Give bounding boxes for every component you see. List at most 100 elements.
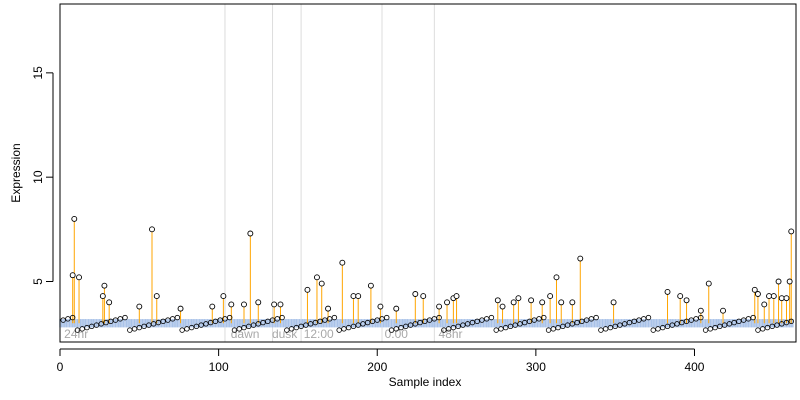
baseline-point <box>488 314 495 321</box>
region-label: 48hr <box>439 327 463 341</box>
baseline-point <box>526 318 533 325</box>
baseline-point <box>207 319 214 326</box>
peak-point <box>677 293 684 300</box>
baseline-point <box>626 319 633 326</box>
baseline-point <box>117 316 123 322</box>
peak-point <box>339 259 346 266</box>
baseline-point <box>122 314 128 321</box>
x-tick-label: 100 <box>209 360 229 374</box>
baseline-point <box>617 322 623 328</box>
baseline-point <box>398 324 404 331</box>
baseline-point <box>393 326 399 332</box>
region-label: 24hr <box>64 327 88 341</box>
baseline-point <box>250 322 257 328</box>
baseline-point <box>574 319 580 326</box>
peak-point <box>783 295 790 302</box>
peak-point <box>304 286 311 293</box>
peak-point <box>610 299 617 306</box>
x-tick-label: 400 <box>684 360 704 374</box>
baseline-point <box>203 321 209 327</box>
region-label: 0:00 <box>385 327 409 341</box>
baseline-point <box>455 323 461 330</box>
peak-point <box>106 299 113 306</box>
baseline-point <box>188 324 195 331</box>
peak-point <box>220 293 227 300</box>
baseline-point <box>660 324 666 331</box>
peak-point <box>577 255 584 262</box>
baseline-point <box>355 322 361 328</box>
region-label: 12:00 <box>304 327 334 341</box>
baseline-point <box>560 323 566 330</box>
peak-point <box>153 293 160 300</box>
baseline-point <box>569 321 576 327</box>
baseline-point <box>531 317 537 323</box>
baseline-point <box>512 322 518 328</box>
y-tick-label: 10 <box>31 170 45 184</box>
y-axis-label: Expression <box>9 143 23 202</box>
baseline-point <box>683 318 690 325</box>
baseline-point <box>93 322 100 328</box>
baseline-point <box>636 317 642 323</box>
baseline-point <box>65 316 71 322</box>
baseline-point <box>698 314 704 321</box>
baseline-point <box>288 326 295 332</box>
baseline-point <box>298 323 304 330</box>
baseline-point <box>284 327 290 333</box>
baseline-point <box>379 316 385 322</box>
x-tick-label: 0 <box>57 360 64 374</box>
baseline-point <box>664 323 671 330</box>
baseline-point <box>436 314 442 321</box>
baseline-point <box>517 321 523 327</box>
peak-point <box>99 293 106 300</box>
baseline-point <box>403 323 409 330</box>
peak-point <box>136 303 143 310</box>
baseline-point <box>621 321 628 327</box>
baseline-point <box>384 314 390 321</box>
baseline-point <box>60 317 66 323</box>
peak-point <box>766 293 772 300</box>
baseline-point <box>336 327 342 333</box>
baseline-point <box>193 323 200 330</box>
baseline-point <box>522 319 528 326</box>
peak-point <box>786 278 793 285</box>
baseline-point <box>707 326 714 332</box>
baseline-point <box>602 326 609 332</box>
baseline-point <box>246 323 252 330</box>
peak-point <box>705 280 712 287</box>
baseline-point <box>788 318 794 325</box>
baseline-point <box>460 322 466 328</box>
baseline-point <box>141 323 147 330</box>
baseline-point <box>222 316 228 322</box>
baseline-point <box>274 316 281 322</box>
baseline-point <box>579 318 585 325</box>
baseline-point <box>726 321 733 327</box>
baseline-point <box>112 317 119 323</box>
baseline-point <box>650 327 656 333</box>
baseline-point <box>322 317 328 323</box>
peak-point <box>69 272 76 279</box>
baseline-point <box>645 314 652 321</box>
baseline-point <box>179 327 185 333</box>
peak-point <box>350 293 357 300</box>
baseline-point <box>679 319 685 326</box>
baseline-point <box>365 319 371 326</box>
baseline-point <box>593 314 599 321</box>
region-label: dawn <box>231 327 260 341</box>
baseline-point <box>445 326 452 332</box>
baseline-point <box>174 314 181 321</box>
peak-point <box>271 301 278 308</box>
baseline-point <box>350 323 357 330</box>
peak-point <box>664 288 671 295</box>
peak-point <box>547 293 554 300</box>
baseline-point <box>136 324 143 331</box>
baseline-point <box>536 316 542 322</box>
peak-point <box>775 278 782 285</box>
baseline-point <box>431 316 438 322</box>
baseline-point <box>307 321 314 327</box>
baseline-point <box>545 327 552 333</box>
peak-point <box>367 282 374 289</box>
peak-point <box>778 295 785 302</box>
peak-point <box>277 301 284 308</box>
peak-point <box>209 303 216 310</box>
